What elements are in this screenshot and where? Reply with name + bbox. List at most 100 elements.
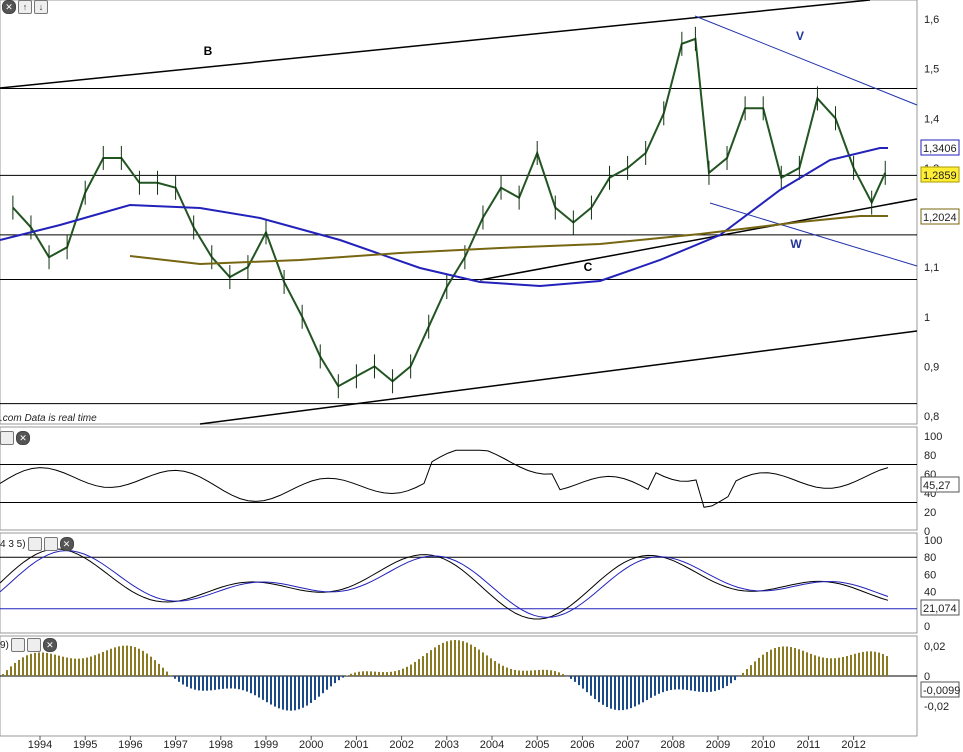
macd-bar: [794, 648, 796, 676]
macd-bar: [298, 676, 300, 710]
macd-bar: [746, 669, 748, 676]
macd-bar: [498, 663, 500, 676]
trendline-w: [709, 202, 918, 267]
macd-bar: [638, 676, 640, 705]
moving-average-long: [129, 215, 888, 266]
x-axis-tick: 2001: [344, 739, 368, 751]
wrench-icon[interactable]: [27, 537, 42, 551]
macd-bar: [422, 656, 424, 676]
macd-bar: [22, 657, 24, 676]
macd-bar: [718, 676, 720, 690]
macd-bar: [834, 658, 836, 676]
ma-short-value-label: 1,3406: [923, 143, 957, 155]
macd-bar: [474, 646, 476, 676]
stoch-y-tick: 100: [924, 535, 942, 547]
macd-bar: [838, 657, 840, 676]
macd-bar: [682, 676, 684, 690]
macd-bar: [254, 676, 256, 696]
x-axis-tick: 2012: [841, 739, 865, 751]
price-y-tick: 0,8: [924, 411, 939, 423]
rsi-y-tick: 100: [924, 431, 942, 443]
x-axis-tick: 2008: [661, 739, 685, 751]
macd-bar: [226, 676, 228, 689]
window-icon[interactable]: [26, 638, 41, 652]
macd-bar: [154, 660, 156, 676]
macd-bar: [194, 676, 196, 690]
macd-bar: [742, 672, 744, 676]
price-y-tick: 1: [924, 312, 930, 324]
macd-bar: [630, 676, 632, 709]
macd-bar: [846, 655, 848, 676]
arrow-down-icon[interactable]: ↓: [34, 0, 48, 14]
macd-bar: [598, 676, 600, 703]
macd-panel: [0, 635, 918, 737]
macd-bar: [470, 644, 472, 676]
ma-long-value-label-box: [920, 208, 960, 225]
macd-bar: [42, 652, 44, 676]
arrow-up-icon[interactable]: ↑: [18, 0, 32, 14]
macd-bar: [90, 656, 92, 676]
macd-bar: [74, 658, 76, 676]
window-icon[interactable]: [0, 431, 14, 445]
ma-long-value-label: 1,2024: [923, 212, 957, 224]
macd-bar: [34, 652, 36, 676]
macd-bar: [334, 676, 336, 684]
macd-bar: [190, 676, 192, 689]
x-axis-tick: 1997: [163, 739, 187, 751]
macd-bar: [622, 676, 624, 711]
macd-bar: [114, 647, 116, 676]
macd-bar: [50, 653, 52, 676]
macd-bar: [134, 647, 136, 676]
close-icon[interactable]: ✕: [42, 638, 57, 652]
macd-bar: [406, 666, 408, 676]
macd-title: 9): [0, 639, 9, 651]
macd-bar: [790, 647, 792, 676]
macd-bar: [326, 676, 328, 690]
macd-bar: [290, 676, 292, 711]
macd-bar: [478, 649, 480, 676]
macd-bar: [458, 640, 460, 676]
macd-bar: [210, 676, 212, 691]
window-icon[interactable]: [43, 537, 58, 551]
annotation-c: C: [584, 260, 593, 274]
x-axis-tick: 1994: [28, 739, 52, 751]
macd-bar: [778, 646, 780, 676]
macd-bar: [678, 676, 680, 690]
macd-bar: [582, 676, 584, 689]
macd-bar: [370, 671, 372, 676]
macd-bar: [774, 648, 776, 676]
ma-short-value-label-box: [920, 139, 960, 156]
macd-bar: [214, 676, 216, 690]
macd-bar: [554, 671, 556, 676]
rsi-y-tick: 20: [924, 507, 936, 519]
macd-bar: [650, 676, 652, 698]
macd-bar: [826, 658, 828, 676]
macd-bar: [442, 642, 444, 676]
macd-bar: [814, 655, 816, 676]
x-axis-tick: 1999: [254, 739, 278, 751]
wrench-icon[interactable]: [10, 638, 25, 652]
macd-bar: [242, 676, 244, 691]
stoch-k-line: [0, 548, 889, 620]
macd-bar: [698, 676, 700, 692]
x-axis-tick: 2004: [480, 739, 504, 751]
close-icon[interactable]: ✕: [2, 0, 16, 14]
macd-bar: [738, 676, 740, 677]
macd-bar: [782, 646, 784, 676]
macd-bar: [10, 666, 12, 676]
macd-bar: [262, 676, 264, 700]
moving-average-short: [0, 147, 888, 288]
macd-bar: [86, 657, 88, 676]
macd-bar: [162, 667, 164, 676]
close-icon[interactable]: ✕: [16, 431, 30, 445]
macd-bar: [646, 676, 648, 701]
macd-y-tick: -0,02: [924, 701, 949, 713]
close-icon[interactable]: ✕: [59, 537, 74, 551]
macd-bar: [358, 671, 360, 676]
macd-bar: [574, 676, 576, 682]
macd-bar: [122, 645, 124, 676]
x-axis-tick: 2011: [797, 739, 821, 751]
macd-bar: [854, 653, 856, 676]
